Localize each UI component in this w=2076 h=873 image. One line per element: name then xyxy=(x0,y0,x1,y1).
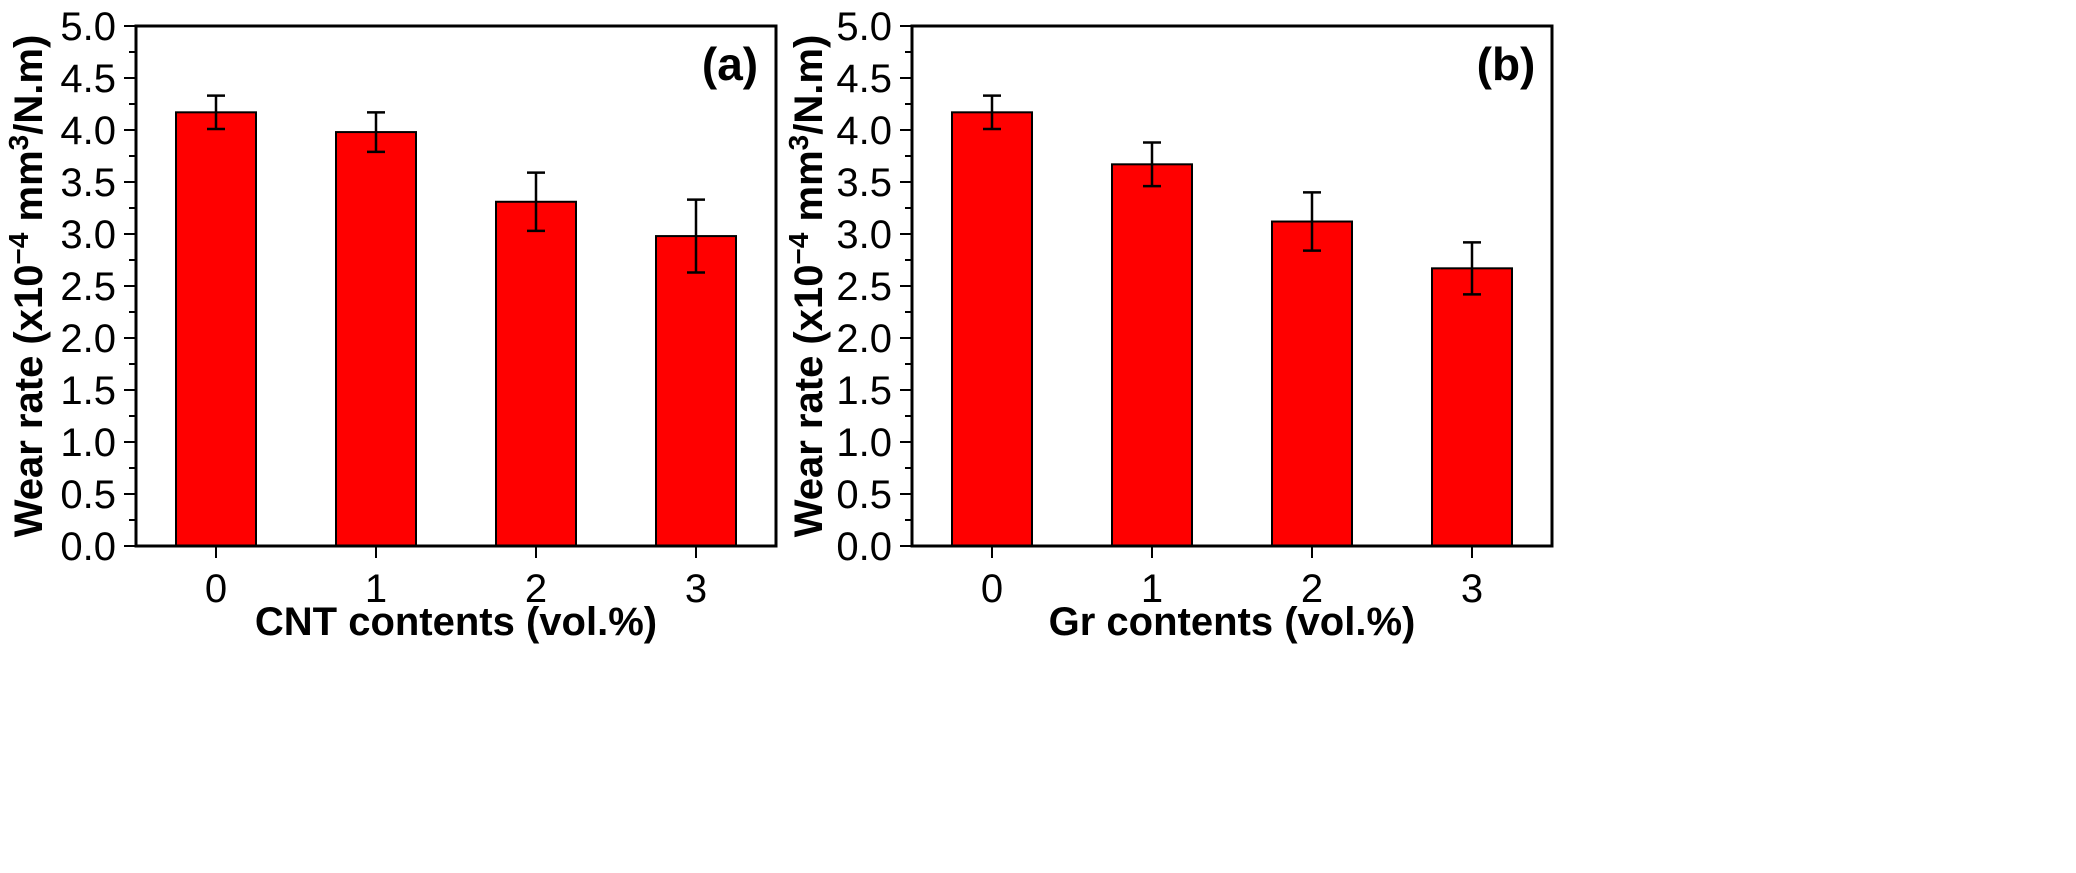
bar-a-0 xyxy=(175,111,257,547)
y-tick-label-a: 0.0 xyxy=(60,525,116,569)
error-bar-b-1 xyxy=(1143,141,1161,188)
y-tick-label-a: 1.5 xyxy=(60,369,116,413)
x-tick-label-b: 1 xyxy=(1141,567,1163,611)
bar-b-3 xyxy=(1431,267,1513,547)
x-axis-title-b: Gr contents (vol.%) xyxy=(1049,600,1416,644)
y-tick-label-b: 1.5 xyxy=(836,369,892,413)
error-bar-b-2 xyxy=(1303,191,1321,252)
y-tick-label-a: 1.0 xyxy=(60,421,116,465)
x-tick-label-b: 0 xyxy=(981,567,1003,611)
y-tick-label-a: 3.0 xyxy=(60,213,116,257)
error-bar-a-2 xyxy=(527,171,545,233)
bar-b-2 xyxy=(1271,220,1353,548)
y-axis-title-a: Wear rate (x10−4 mm3/N.m) xyxy=(3,35,51,538)
x-tick-label-a: 1 xyxy=(365,567,387,611)
chart-panel-a: 0.0 0.5 1.0 1.5 2.0 2.5 3.0 3.5 4.0 4.5 5.0 0 1 2 3 CNT… xyxy=(3,5,778,644)
y-tick-label-b: 1.0 xyxy=(836,421,892,465)
x-tick-label-b: 3 xyxy=(1461,567,1483,611)
panel-label-a: (a) xyxy=(702,38,758,90)
y-tick-label-b: 2.5 xyxy=(836,265,892,309)
panel-label-b: (b) xyxy=(1477,38,1536,90)
error-bar-a-1 xyxy=(367,111,385,154)
y-tick-label-b: 0.5 xyxy=(836,473,892,517)
y-tick-label-a: 2.0 xyxy=(60,317,116,361)
x-axis-title-a: CNT contents (vol.%) xyxy=(255,600,657,644)
x-tick-label-a: 3 xyxy=(685,567,707,611)
x-tick-label-a: 2 xyxy=(525,567,547,611)
y-tick-label-b: 5.0 xyxy=(836,5,892,49)
error-bar-b-3 xyxy=(1463,241,1481,296)
y-tick-label-a: 4.0 xyxy=(60,109,116,153)
x-tick-label-b: 2 xyxy=(1301,567,1323,611)
chart-panel-b: 0.0 0.5 1.0 1.5 2.0 2.5 3.0 3.5 4.0 4.5 5.0 0 1 2 3 Gr … xyxy=(783,5,1554,644)
bar-a-1 xyxy=(335,131,417,548)
y-tick-label-a: 4.5 xyxy=(60,57,116,101)
y-tick-label-b: 3.5 xyxy=(836,161,892,205)
y-tick-label-b: 2.0 xyxy=(836,317,892,361)
error-bar-a-0 xyxy=(207,94,225,131)
error-bar-b-0 xyxy=(983,94,1001,131)
y-tick-label-b: 4.5 xyxy=(836,57,892,101)
error-bar-a-3 xyxy=(687,198,705,274)
y-tick-label-a: 2.5 xyxy=(60,265,116,309)
x-tick-label-a: 0 xyxy=(205,567,227,611)
y-tick-label-a: 0.5 xyxy=(60,473,116,517)
bar-b-0 xyxy=(951,111,1033,547)
y-tick-label-a: 5.0 xyxy=(60,5,116,49)
bar-a-2 xyxy=(495,200,577,547)
bar-a-3 xyxy=(655,235,737,548)
y-tick-label-b: 4.0 xyxy=(836,109,892,153)
y-tick-label-b: 3.0 xyxy=(836,213,892,257)
y-tick-label-b: 0.0 xyxy=(836,525,892,569)
y-tick-label-a: 3.5 xyxy=(60,161,116,205)
bar-b-1 xyxy=(1111,163,1193,547)
y-axis-title-b: Wear rate (x10−4 mm3/N.m) xyxy=(783,35,831,538)
